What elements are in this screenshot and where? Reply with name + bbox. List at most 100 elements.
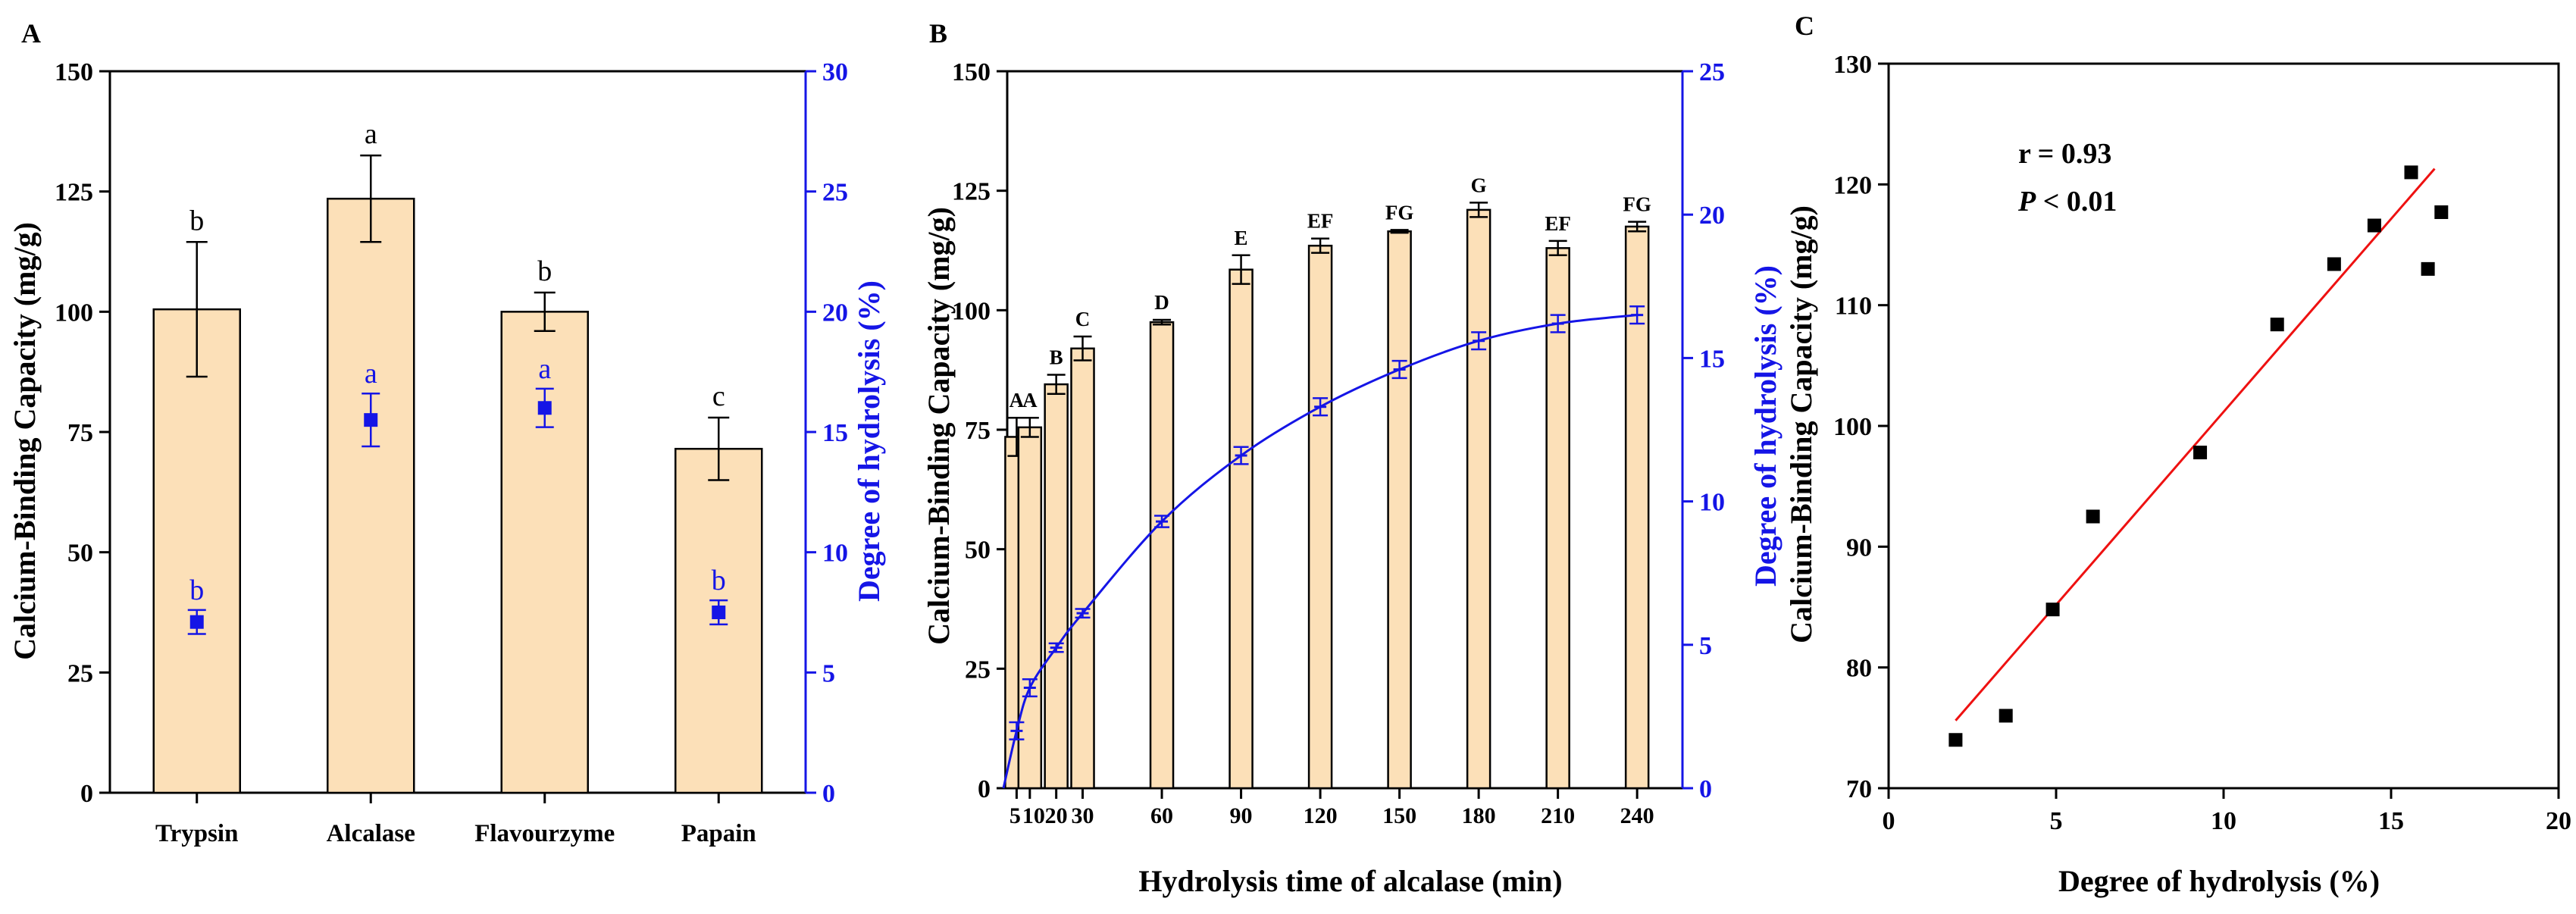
panel-c-annotation-p: P < 0.01 bbox=[2017, 186, 2117, 218]
panel-a-dh-letter: b bbox=[712, 565, 726, 596]
panel-b-bar-letter: E bbox=[1235, 227, 1248, 249]
panel-b-xtick-label: 240 bbox=[1620, 803, 1654, 828]
panel-b-ytick-label: 50 bbox=[965, 537, 991, 565]
panel-b-xtick-label: 210 bbox=[1541, 803, 1575, 828]
panel-a-dh-point bbox=[712, 606, 726, 619]
panel-b-ylabel-right: Degree of hydrolysis (%) bbox=[1748, 265, 1783, 587]
panel-b-ytick-label: 25 bbox=[965, 656, 991, 684]
panel-a-ylabel: Calcium-Binding Capacity (mg/g) bbox=[8, 222, 42, 660]
panel-b-bar bbox=[1229, 268, 1254, 790]
panel-b-xtick-label: 90 bbox=[1230, 803, 1253, 828]
panel-b-dh-curve bbox=[1002, 314, 1638, 789]
panel-a-ytick-right-label: 30 bbox=[822, 58, 848, 86]
panel-c-point bbox=[2327, 257, 2341, 271]
panel-b-ytick-right-label: 15 bbox=[1699, 345, 1725, 373]
panel-c-ytick-label: 90 bbox=[1846, 534, 1872, 562]
panel-c-xtick-label: 5 bbox=[2050, 807, 2063, 835]
panel-b-ytick-label: 0 bbox=[978, 775, 991, 803]
panel-a-ytick-right-label: 5 bbox=[822, 659, 835, 687]
panel-a-ytick-right-label: 0 bbox=[822, 780, 835, 808]
panel-b-bar-letter: B bbox=[1050, 346, 1063, 368]
panel-b-plot-frame bbox=[1006, 70, 1684, 790]
panel-c-point bbox=[2045, 603, 2060, 617]
panel-c-ytick-label: 100 bbox=[1833, 413, 1872, 441]
panel-c-xtick-label: 20 bbox=[2546, 807, 2571, 835]
panel-c-ytick-label: 70 bbox=[1846, 775, 1872, 803]
panel-c-xlabel: Degree of hydrolysis (%) bbox=[2058, 864, 2380, 898]
panel-c-point bbox=[1948, 733, 1963, 747]
panel-b-bar bbox=[1545, 247, 1570, 790]
panel-b-bar-letter: C bbox=[1075, 308, 1091, 330]
panel-a-ytick-right-label: 10 bbox=[822, 540, 848, 568]
panel-b-xtick-label: 5 bbox=[1009, 803, 1021, 828]
panel-c-ytick-label: 110 bbox=[1835, 293, 1872, 321]
panel-b-ytick-right-label: 10 bbox=[1699, 489, 1725, 517]
panel-a-bar-letter: c bbox=[712, 380, 725, 412]
panel-b-xlabel: Hydrolysis time of alcalase (min) bbox=[1138, 864, 1562, 898]
panel-c-point bbox=[1999, 709, 2013, 723]
panel-c-annotation-p-symbol: P bbox=[2017, 186, 2036, 218]
panel-a-ylabel-right: Degree of hydrolysis (%) bbox=[852, 280, 886, 602]
panel-b-ytick-label: 75 bbox=[965, 417, 991, 445]
panel-b-label: B bbox=[929, 18, 947, 49]
panel-a-xtick-label: Alcalase bbox=[327, 820, 415, 847]
panel-b-ytick-right-label: 0 bbox=[1699, 775, 1712, 803]
panel-a-ytick-label: 75 bbox=[67, 419, 93, 447]
panel-b-bar-letter: FG bbox=[1385, 201, 1414, 224]
panel-c-ytick-label: 130 bbox=[1833, 51, 1872, 79]
panel-b-bar-letter: D bbox=[1154, 291, 1169, 314]
panel-a-bar bbox=[327, 197, 415, 794]
panel-c-ytick-label: 120 bbox=[1833, 171, 1872, 199]
panel-b-bar bbox=[1017, 426, 1043, 790]
panel-b-ytick-right-label: 20 bbox=[1699, 202, 1725, 230]
panel-c-annotation-r: r = 0.93 bbox=[2018, 138, 2111, 170]
panel-c-xtick-label: 15 bbox=[2378, 807, 2404, 835]
panel-b-bar-letter: EF bbox=[1545, 212, 1571, 235]
panel-b-bar bbox=[1307, 244, 1333, 790]
panel-b-ytick-right-label: 25 bbox=[1699, 58, 1725, 86]
panel-c-label: C bbox=[1795, 11, 1814, 41]
panel-a-ytick-right-label: 15 bbox=[822, 419, 848, 447]
panel-a-dh-point bbox=[189, 615, 204, 629]
panel-c-point bbox=[2434, 205, 2449, 219]
panel-b-bar bbox=[1387, 230, 1412, 790]
panel-c-point bbox=[2421, 261, 2435, 276]
panel-b-xtick-label: 180 bbox=[1462, 803, 1496, 828]
panel-b-bar-letter: EF bbox=[1307, 210, 1334, 233]
panel-a-ytick-label: 25 bbox=[67, 659, 93, 687]
panel-a-dh-point bbox=[364, 413, 378, 427]
panel-a-ytick-label: 100 bbox=[55, 299, 93, 327]
panel-c-point bbox=[2193, 446, 2208, 460]
panel-a-bar-letter: a bbox=[365, 118, 377, 150]
panel-a-dh-letter: a bbox=[365, 358, 377, 390]
panel-a-ytick-right-label: 20 bbox=[822, 299, 848, 327]
panel-b-bar bbox=[1070, 347, 1095, 790]
panel-b-bar bbox=[1044, 383, 1069, 790]
panel-b-xtick-label: 10 bbox=[1022, 803, 1045, 828]
panel-a-bar bbox=[675, 447, 763, 794]
panel-b-bar bbox=[1149, 321, 1175, 790]
panel-b-bar-letter: A bbox=[1009, 389, 1025, 412]
panel-a-xtick-label: Papain bbox=[681, 820, 756, 847]
panel-a-xtick-label: Flavourzyme bbox=[474, 820, 615, 847]
panel-a-bar bbox=[152, 308, 241, 794]
panel-a-dh-letter: a bbox=[538, 353, 551, 385]
panel-b-ytick-label: 150 bbox=[952, 58, 991, 86]
panel-a-ytick-right-label: 25 bbox=[822, 179, 848, 207]
panel-b-ytick-right-label: 5 bbox=[1699, 632, 1712, 660]
panel-a-bar-letter: b bbox=[537, 255, 552, 287]
panel-c-point bbox=[2404, 165, 2418, 180]
panel-c-annotation-p-rest: < 0.01 bbox=[2036, 186, 2117, 218]
panel-c-point bbox=[2270, 318, 2284, 332]
panel-a-ytick-label: 150 bbox=[55, 58, 93, 86]
panel-c-ytick-label: 80 bbox=[1846, 655, 1872, 683]
panel-b-ytick-label: 125 bbox=[952, 178, 991, 206]
panel-b-xtick-label: 150 bbox=[1382, 803, 1416, 828]
panel-a-ytick-label: 0 bbox=[80, 780, 93, 808]
panel-a-label: A bbox=[21, 18, 41, 49]
panel-b-bar-letter: FG bbox=[1623, 193, 1651, 216]
panel-c-fit-line bbox=[1955, 167, 2436, 721]
panel-c-plot-frame bbox=[1887, 62, 2560, 790]
panel-b-ytick-label: 100 bbox=[952, 297, 991, 325]
